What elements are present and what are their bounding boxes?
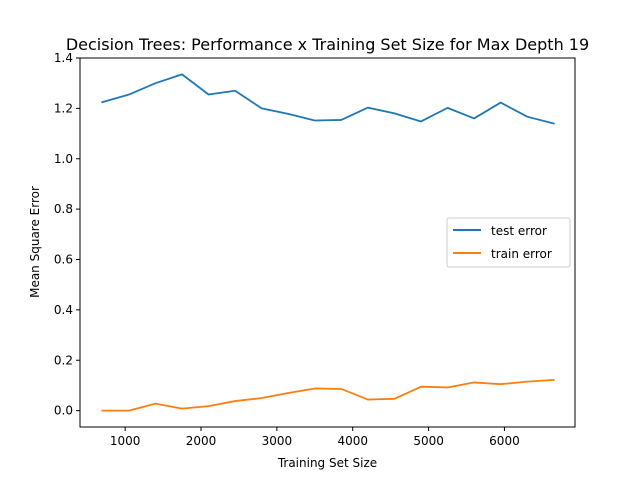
x-tick-label: 3000 <box>262 434 293 448</box>
y-tick-label: 1.2 <box>54 101 73 115</box>
x-axis: 1000 2000 3000 4000 5000 6000 <box>110 427 520 448</box>
legend: test error train error <box>446 217 571 268</box>
x-tick-label: 4000 <box>337 434 368 448</box>
plot-frame <box>79 57 576 428</box>
y-tick-label: 0.8 <box>54 202 73 216</box>
x-tick-label: 2000 <box>186 434 217 448</box>
y-tick-label: 0.6 <box>54 253 73 267</box>
x-tick-label: 1000 <box>110 434 141 448</box>
y-tick-label: 1.0 <box>54 152 73 166</box>
series-line-train-error <box>101 378 555 412</box>
x-tick-label: 5000 <box>413 434 444 448</box>
y-tick-label: 1.4 <box>54 51 73 65</box>
legend-label-test-error: test error <box>491 224 547 238</box>
y-tick-label: 0.4 <box>54 303 73 317</box>
series-line-test-error <box>101 73 555 125</box>
legend-label-train-error: train error <box>491 247 552 261</box>
y-tick-label: 0.2 <box>54 353 73 367</box>
x-axis-label: Training Set Size <box>277 456 377 470</box>
y-axis-label: Mean Square Error <box>28 186 42 298</box>
chart-title: Decision Trees: Performance x Training S… <box>66 35 589 54</box>
y-tick-label: 0.0 <box>54 404 73 418</box>
plot-area <box>79 57 576 428</box>
series-layer <box>101 73 555 412</box>
x-tick-label: 6000 <box>489 434 520 448</box>
y-axis: 0.0 0.2 0.4 0.6 0.8 1.0 1.2 1.4 <box>54 51 80 418</box>
